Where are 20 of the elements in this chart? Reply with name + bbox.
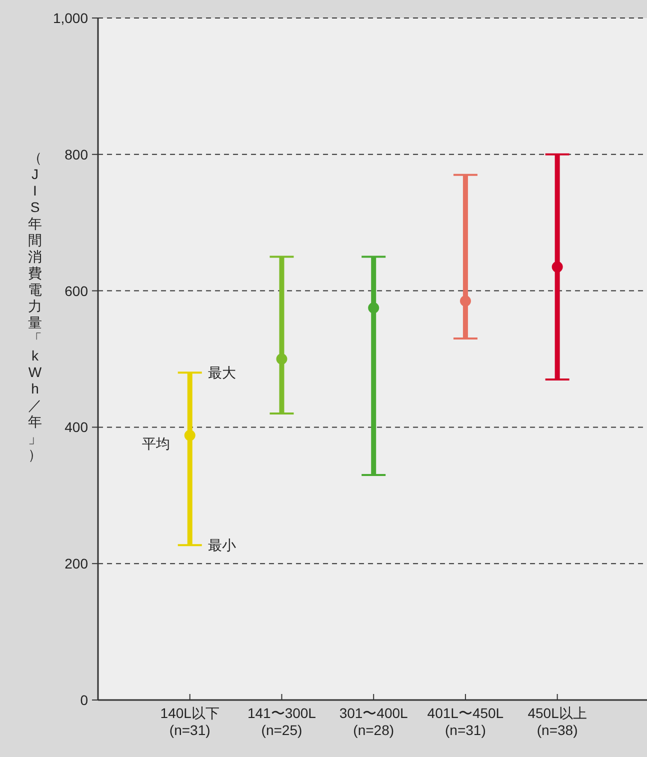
x-tick-label: 301〜400L (n=28)	[339, 705, 408, 738]
point	[460, 296, 471, 307]
point	[552, 261, 563, 272]
x-tick-label: 141〜300L (n=25)	[247, 705, 316, 738]
y-tick-label: 400	[64, 419, 88, 436]
y-tick-label: 0	[80, 692, 88, 708]
y-tick-label: 600	[64, 282, 88, 299]
x-tick-label: 401L〜450L (n=31)	[427, 705, 504, 738]
point	[368, 302, 380, 314]
annotation: 最小	[208, 537, 236, 554]
point	[184, 430, 196, 441]
y-tick-label: 200	[64, 556, 88, 572]
y-tick-label: 1,000	[52, 10, 88, 26]
annotation: 平均	[142, 435, 170, 452]
text: （JIS年間消費電力量「kWh／年」）	[28, 149, 42, 462]
point	[276, 354, 288, 364]
x-tick-label: 450L以上 (n=38)	[528, 705, 587, 738]
y-tick-label: 800	[64, 146, 88, 162]
x-tick-label: 140L以下 (n=31)	[160, 705, 220, 738]
annotation: 最大	[208, 364, 236, 381]
